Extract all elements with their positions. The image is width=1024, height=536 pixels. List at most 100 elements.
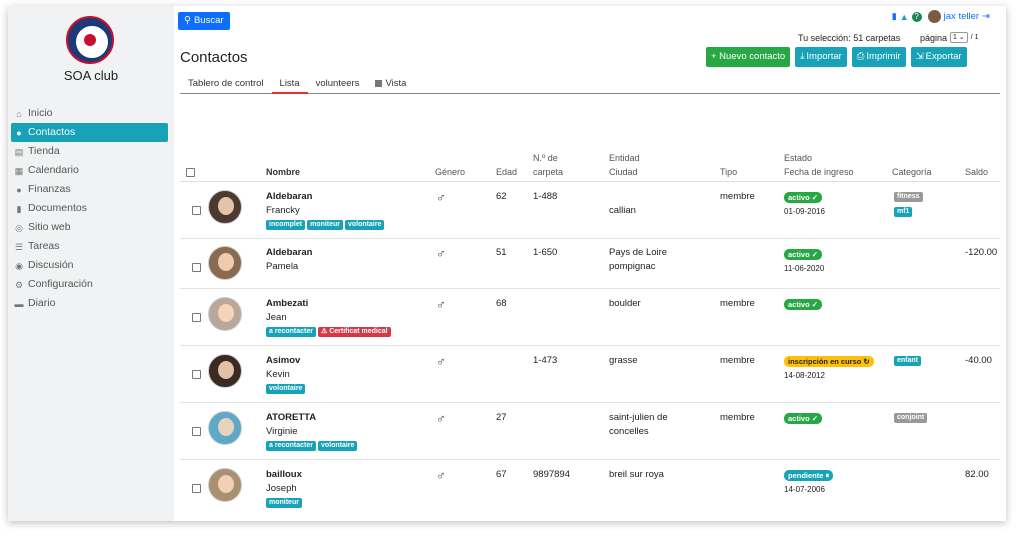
header-folder-line1[interactable]: N.º de xyxy=(533,153,558,163)
folder-value: 1-650 xyxy=(533,247,558,258)
globe-icon: ◎ xyxy=(15,222,23,233)
comment-icon: ◉ xyxy=(15,260,23,271)
sidebar-item-label: Finanzas xyxy=(28,183,71,195)
sidebar-item-sitio-web[interactable]: ◎ Sitio web xyxy=(11,218,168,237)
header-gender[interactable]: Género xyxy=(435,167,466,177)
sidebar-item-inicio[interactable]: ⌂ Inicio xyxy=(11,104,168,123)
table-row[interactable]: Aldebaran Pamela ♂ 51 1-650 Pays de Loir… xyxy=(180,239,1000,289)
select-all-checkbox[interactable] xyxy=(186,168,195,177)
row-checkbox[interactable] xyxy=(192,484,201,493)
sidebar-item-label: Tareas xyxy=(28,240,60,252)
header-type[interactable]: Tipo xyxy=(720,167,738,177)
header-city[interactable]: Ciudad xyxy=(609,167,638,177)
warning-tag[interactable]: ⚠ Certificat medical xyxy=(317,327,391,337)
print-label: Imprimir xyxy=(866,51,901,62)
new-contact-button[interactable]: + Nuevo contacto xyxy=(706,47,791,67)
tab-view[interactable]: Vista xyxy=(367,78,414,94)
bell-icon[interactable]: ▲ xyxy=(899,11,909,22)
import-button[interactable]: ⤓ Importar xyxy=(795,47,847,67)
header-category[interactable]: Categoría xyxy=(892,167,932,177)
contact-last-name[interactable]: Ambezati xyxy=(266,298,309,309)
sidebar-item-tienda[interactable]: ▤ Tienda xyxy=(11,142,168,161)
tag-list: a recontacter volontaire xyxy=(266,441,358,451)
tag-list: incomplet moniteur volontaire xyxy=(266,220,385,230)
header-join-date[interactable]: Fecha de ingreso xyxy=(784,167,854,177)
page-select[interactable]: 1 ⌄ xyxy=(950,32,968,43)
status-badge: activo ✓ xyxy=(784,413,823,424)
balance-value: -120.00 xyxy=(965,247,998,258)
header-name[interactable]: Nombre xyxy=(266,167,301,177)
tag[interactable]: moniteur xyxy=(307,220,344,230)
sidebar-item-tareas[interactable]: ☰ Tareas xyxy=(11,237,168,256)
page-title: Contactos xyxy=(180,49,248,66)
header-folder-line2[interactable]: carpeta xyxy=(533,167,564,177)
sidebar-item-discusion[interactable]: ◉ Discusión xyxy=(11,256,168,275)
tag[interactable]: volontaire xyxy=(317,441,358,451)
balance-value: -40.00 xyxy=(965,355,992,366)
bookmark-icon[interactable]: ▮ xyxy=(891,11,897,21)
logout-icon[interactable]: ⇥ xyxy=(982,11,990,22)
avatar xyxy=(208,190,242,224)
sidebar-item-label: Tienda xyxy=(28,145,60,157)
sidebar-item-calendario[interactable]: ▦ Calendario xyxy=(11,161,168,180)
table-row[interactable]: Asimov Kevin volontaire ♂ 1-473 grasse m… xyxy=(180,346,1000,403)
category-badge: conjoint xyxy=(894,413,928,423)
tab-view-label: Vista xyxy=(385,78,407,89)
contact-last-name[interactable]: Asimov xyxy=(266,355,301,366)
table-row[interactable]: Aldebaran Francky incomplet moniteur vol… xyxy=(180,182,1000,239)
tag[interactable]: moniteur xyxy=(266,498,302,508)
contact-last-name[interactable]: Aldebaran xyxy=(266,247,313,258)
row-checkbox[interactable] xyxy=(192,370,201,379)
user-avatar[interactable] xyxy=(927,10,941,23)
header-status[interactable]: Estado xyxy=(784,153,813,163)
tag[interactable]: a recontacter xyxy=(266,441,316,451)
tag[interactable]: volontaire xyxy=(266,384,306,394)
row-checkbox[interactable] xyxy=(192,263,201,272)
sidebar-nav: ⌂ Inicio ● Contactos ▤ Tienda ▦ Calendario ●… xyxy=(11,104,168,313)
tag[interactable]: incomplet xyxy=(266,220,306,230)
folder-value: 1-473 xyxy=(533,355,558,366)
row-checkbox[interactable] xyxy=(192,206,201,215)
tab-volunteers[interactable]: volunteers xyxy=(315,78,360,89)
contact-last-name[interactable]: bailloux xyxy=(266,469,302,480)
tab-list[interactable]: Lista xyxy=(271,78,308,94)
sidebar-item-finanzas[interactable]: ● Finanzas xyxy=(11,180,168,199)
sidebar-item-documentos[interactable]: ▮ Documentos xyxy=(11,199,168,218)
app-window: SOA club ⌂ Inicio ● Contactos ▤ Tienda ▦ Cal… xyxy=(8,6,1006,521)
print-button[interactable]: ⎙ Imprimir xyxy=(851,47,906,67)
page-select-value: 1 xyxy=(953,34,957,41)
user-name[interactable]: jax teller xyxy=(943,11,980,22)
table-row[interactable]: ATORETTA Virginie a recontacter volontai… xyxy=(180,403,1000,460)
row-checkbox[interactable] xyxy=(192,313,201,322)
export-button[interactable]: ⇲ Exportar xyxy=(910,47,967,67)
male-icon: ♂ xyxy=(436,354,446,369)
tag[interactable]: a recontacter xyxy=(266,327,316,337)
header-age[interactable]: Edad xyxy=(496,167,518,177)
header-balance[interactable]: Saldo xyxy=(965,167,989,177)
club-logo[interactable] xyxy=(66,16,114,64)
tag-list: a recontacter ⚠ Certificat medical xyxy=(266,327,391,337)
category-list: enfant xyxy=(894,356,921,366)
contact-last-name[interactable]: Aldebaran xyxy=(266,191,313,202)
search-button[interactable]: ⚲ Buscar xyxy=(178,12,230,30)
sidebar-item-diario[interactable]: ▬ Diario xyxy=(11,294,168,313)
book-icon: ▬ xyxy=(14,298,24,309)
entity-value: Pays de Loire xyxy=(609,247,668,258)
status-badge: pendiente ⏸ xyxy=(784,470,834,481)
tag[interactable]: volontaire xyxy=(345,220,385,230)
import-label: Importar xyxy=(806,51,842,62)
sidebar-item-label: Inicio xyxy=(28,107,53,119)
table-row[interactable]: Ambezati Jean a recontacter ⚠ Certificat… xyxy=(180,289,1000,346)
contact-last-name[interactable]: ATORETTA xyxy=(266,412,317,423)
list-icon: ☰ xyxy=(14,241,24,252)
table-row[interactable]: bailloux Joseph moniteur ♂ 67 9897894 br… xyxy=(180,460,1000,517)
avatar xyxy=(208,468,242,502)
add-view-icon xyxy=(375,80,383,87)
header-entity[interactable]: Entidad xyxy=(609,153,640,163)
row-checkbox[interactable] xyxy=(192,427,201,436)
help-icon[interactable]: ? xyxy=(911,11,922,22)
sidebar-item-configuracion[interactable]: ⚙ Configuración xyxy=(11,275,168,294)
balance-value: 82.00 xyxy=(965,469,989,480)
sidebar-item-contactos[interactable]: ● Contactos xyxy=(11,123,168,142)
tab-dashboard[interactable]: Tablero de control xyxy=(188,78,264,89)
